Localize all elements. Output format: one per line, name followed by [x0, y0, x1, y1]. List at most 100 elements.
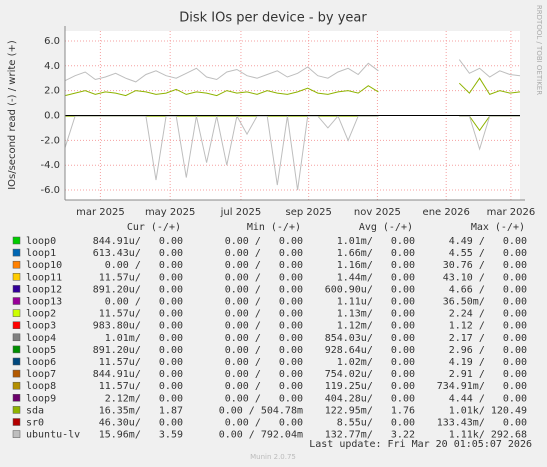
legend-value: 0.00 / 0.00 — [105, 297, 183, 308]
legend-value: 734.91m/ 0.00 — [437, 381, 527, 392]
legend-value: 854.03u/ 0.00 — [325, 333, 415, 344]
legend-value: 0.00 / 0.00 — [225, 418, 303, 429]
legend-value: 1.44m/ 0.00 — [337, 272, 415, 283]
series-line — [64, 77, 521, 97]
footer: Munin 2.0.75 — [250, 453, 296, 461]
legend-value: 11.57u/ 0.00 — [99, 357, 183, 368]
legend-value: 1.12 / 0.00 — [449, 321, 527, 332]
legend-value: 4.44 / 0.00 — [449, 393, 527, 404]
legend-value: 2.24 / 0.00 — [449, 309, 527, 320]
legend-value: 0.00 / 0.00 — [225, 248, 303, 259]
legend-value: 891.20u/ 0.00 — [93, 345, 183, 356]
legend-value: 0.00 / 0.00 — [225, 381, 303, 392]
side-label: RRDTOOL / TOBI OETIKER — [535, 5, 543, 95]
legend-header: Min (-/+) — [247, 222, 301, 233]
legend-value: 0.00 / 504.78m — [219, 405, 303, 416]
legend-value: 0.00 / 0.00 — [225, 284, 303, 295]
y-axis-label: IOs/second read (-) / write (+) — [7, 40, 18, 190]
y-tick-label: -2.0 — [40, 135, 60, 146]
series-line — [64, 114, 520, 191]
legend-value: 2.96 / 0.00 — [449, 345, 527, 356]
legend-value: 0.00 / 0.00 — [225, 345, 303, 356]
legend-swatch — [12, 381, 21, 390]
legend-name: loop12 — [26, 284, 62, 295]
legend-value: 4.66 / 0.00 — [449, 284, 527, 295]
legend-swatch — [12, 357, 21, 366]
legend-value: 2.12m/ 0.00 — [105, 393, 183, 404]
legend-name: loop7 — [26, 369, 56, 380]
legend-value: 1.01m/ 0.00 — [105, 333, 183, 344]
legend-value: 16.35m/ 1.87 — [99, 405, 183, 416]
legend-value: 0.00 / 0.00 — [225, 393, 303, 404]
legend-value: 0.00 / 0.00 — [225, 369, 303, 380]
legend-value: 43.10 / 0.00 — [443, 272, 527, 283]
legend-value: 404.28u/ 0.00 — [325, 393, 415, 404]
legend-name: loop10 — [26, 260, 62, 271]
legend-swatch — [12, 260, 21, 269]
legend-value: 0.00 / 0.00 — [225, 309, 303, 320]
legend-name: loop6 — [26, 357, 56, 368]
legend-value: 1.11k/ 292.68 — [449, 430, 527, 441]
legend-name: loop13 — [26, 297, 62, 308]
legend-value: 754.02u/ 0.00 — [325, 369, 415, 380]
series-line — [64, 59, 521, 83]
legend-value: 46.30u/ 0.00 — [99, 418, 183, 429]
x-tick-label: may 2025 — [145, 207, 195, 218]
legend-swatch — [12, 345, 21, 354]
legend-name: loop5 — [26, 345, 56, 356]
legend-value: 1.01k/ 120.49 — [449, 405, 527, 416]
legend-name: loop2 — [26, 309, 56, 320]
y-tick-label: 6.0 — [44, 36, 60, 47]
legend-value: 0.00 / 0.00 — [225, 357, 303, 368]
legend-name: sr0 — [26, 418, 44, 429]
x-tick-label: ene 2026 — [423, 207, 470, 218]
legend-value: 2.91 / 0.00 — [449, 369, 527, 380]
legend-value: 132.77m/ 3.22 — [325, 430, 415, 441]
legend-value: 600.90u/ 0.00 — [325, 284, 415, 295]
legend-value: 844.91u/ 0.00 — [93, 369, 183, 380]
legend-name: loop8 — [26, 381, 56, 392]
last-update: Last update: Fri Mar 20 01:05:07 2026 — [309, 439, 532, 450]
legend-swatch — [12, 236, 21, 245]
legend-name: loop1 — [26, 248, 56, 259]
legend-value: 0.00 / 0.00 — [225, 260, 303, 271]
legend-swatch — [12, 273, 21, 281]
legend-name: loop9 — [26, 393, 56, 404]
legend-value: 11.57u/ 0.00 — [99, 381, 183, 392]
legend-value: 1.13m/ 0.00 — [337, 309, 415, 320]
legend-value: 1.02m/ 0.00 — [337, 357, 415, 368]
legend-value: 1.16m/ 0.00 — [337, 260, 415, 271]
legend-value: 844.91u/ 0.00 — [93, 236, 183, 247]
legend-swatch — [12, 394, 21, 402]
legend-value: 0.00 / 0.00 — [105, 260, 183, 271]
legend-swatch — [12, 418, 21, 426]
chart-title: Disk IOs per device - by year — [179, 11, 367, 26]
legend-value: 0.00 / 0.00 — [225, 236, 303, 247]
legend-value: 2.17 / 0.00 — [449, 333, 527, 344]
legend-swatch — [12, 430, 21, 438]
x-tick-label: mar 2025 — [76, 207, 125, 218]
legend-value: 0.00 / 0.00 — [225, 297, 303, 308]
legend-value: 0.00 / 0.00 — [225, 321, 303, 332]
legend-swatch — [12, 297, 21, 305]
legend-value: 0.00 / 0.00 — [225, 333, 303, 344]
y-tick-label: -6.0 — [40, 185, 60, 196]
legend-swatch — [12, 285, 21, 293]
legend-swatch — [12, 309, 21, 317]
legend-value: 891.20u/ 0.00 — [93, 284, 183, 295]
legend-name: loop3 — [26, 321, 56, 332]
legend-value: 1.11u/ 0.00 — [337, 297, 415, 308]
legend-value: 1.12m/ 0.00 — [337, 321, 415, 332]
y-tick-label: -4.0 — [40, 160, 60, 171]
y-tick-label: 2.0 — [44, 86, 60, 97]
legend-swatch — [12, 369, 21, 378]
legend-value: 119.25u/ 0.00 — [325, 381, 415, 392]
x-tick-label: jul 2025 — [220, 207, 262, 218]
legend-value: 36.50m/ 0.00 — [443, 297, 527, 308]
legend-value: 15.96m/ 3.59 — [99, 430, 183, 441]
legend-name: loop11 — [26, 272, 62, 283]
legend-header: Avg (-/+) — [359, 222, 413, 233]
legend-value: 11.57u/ 0.00 — [99, 309, 183, 320]
legend-header: Max (-/+) — [471, 222, 525, 233]
